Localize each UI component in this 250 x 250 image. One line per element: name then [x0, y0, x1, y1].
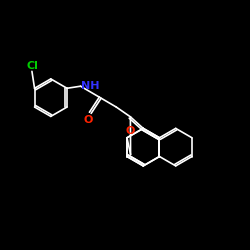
Text: NH: NH [81, 81, 100, 91]
Text: Cl: Cl [26, 60, 38, 70]
Text: O: O [126, 126, 135, 136]
Text: O: O [84, 115, 93, 125]
